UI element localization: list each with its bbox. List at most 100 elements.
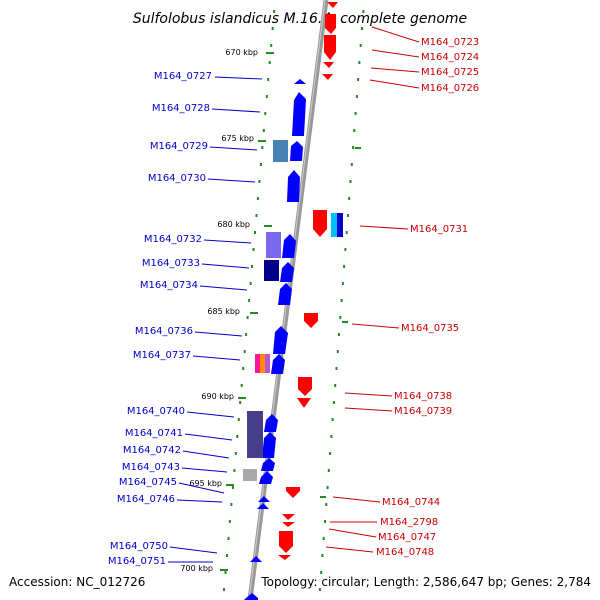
track-dot [322, 537, 325, 540]
gene-arrow-m164-0725[interactable] [323, 62, 334, 68]
gene-label-m164-0732[interactable]: M164_0732 [144, 234, 202, 245]
gene-label-m164-0750[interactable]: M164_0750 [110, 541, 168, 552]
gene-label-m164-0747[interactable]: M164_0747 [378, 532, 436, 543]
gene-arrow-m164-0733[interactable] [280, 262, 294, 282]
track-dot [325, 503, 328, 506]
gene-label-m164-0745[interactable]: M164_0745 [119, 477, 177, 488]
feature-block[interactable] [260, 354, 265, 373]
feature-block[interactable] [255, 354, 260, 373]
accession-text: Accession: NC_012726 [9, 575, 145, 589]
track-dot [345, 231, 348, 234]
gene-label-m164-0730[interactable]: M164_0730 [148, 173, 206, 184]
gene-label-m164-2798[interactable]: M164_2798 [380, 517, 438, 528]
gene-label-m164-0729[interactable]: M164_0729 [150, 141, 208, 152]
gene-arrow-m164-0745[interactable] [258, 496, 270, 502]
gene-label-m164-0725[interactable]: M164_0725 [421, 67, 479, 78]
gene-label-m164-0728[interactable]: M164_0728 [152, 103, 210, 114]
leader-line [369, 79, 420, 89]
gene-label-m164-0738[interactable]: M164_0738 [394, 391, 452, 402]
gene-label-m164-0741[interactable]: M164_0741 [125, 428, 183, 439]
gene-arrow-m164-0747[interactable] [282, 522, 295, 527]
track-dot [259, 163, 262, 166]
track-dot [240, 384, 243, 387]
feature-block[interactable] [264, 260, 279, 281]
gene-arrow-m164-0737[interactable] [271, 354, 285, 374]
forward-genes [244, 79, 306, 600]
track-dot [336, 350, 339, 353]
feature-block[interactable] [265, 354, 270, 373]
gene-label-m164-0727[interactable]: M164_0727 [154, 71, 212, 82]
track-dot [324, 520, 326, 523]
gene-label-m164-0743[interactable]: M164_0743 [122, 462, 180, 473]
gene-arrow-m164-0730[interactable] [287, 170, 300, 202]
gene-arrow-m164-0741[interactable] [262, 432, 276, 458]
feature-block[interactable] [331, 213, 337, 237]
gene-arrow-m164-0723[interactable] [325, 14, 336, 34]
leader-line [192, 355, 241, 361]
gene-label-m164-0739[interactable]: M164_0739 [394, 406, 452, 417]
gene-arrow-m164-0743[interactable] [259, 471, 273, 484]
gene-arrow-m164-0739[interactable] [297, 398, 311, 408]
feature-block[interactable] [266, 232, 281, 258]
gene-arrow-m164-0732[interactable] [282, 234, 296, 258]
gene-arrow-m164-0750[interactable] [250, 556, 262, 562]
feature-block[interactable] [337, 213, 343, 237]
leader-line [328, 528, 377, 538]
gene-arrow-m164-0724[interactable] [324, 35, 336, 60]
track-dot [353, 129, 356, 132]
track-dot [332, 401, 335, 404]
gene-label-m164-0751[interactable]: M164_0751 [108, 556, 166, 567]
feature-block[interactable] [247, 411, 263, 458]
gene-label-m164-0723[interactable]: M164_0723 [421, 37, 479, 48]
gene-arrow-m164-0740[interactable] [264, 414, 278, 432]
gene-arrow-m164-0734[interactable] [278, 283, 292, 305]
gene-label-m164-0726[interactable]: M164_0726 [421, 83, 479, 94]
gene-arrow-m164-0751[interactable] [244, 593, 258, 600]
gene-arrow-m164-0746[interactable] [257, 503, 269, 509]
track-dot [331, 418, 334, 421]
right-ticks [320, 147, 361, 498]
gene-label-m164-0735[interactable]: M164_0735 [401, 323, 459, 334]
gene-arrow-m164-0744[interactable] [286, 487, 300, 498]
gene-label-m164-0734[interactable]: M164_0734 [140, 280, 198, 291]
gene-label-m164-0724[interactable]: M164_0724 [421, 52, 479, 63]
track-dot [357, 78, 360, 81]
track-dot [339, 316, 342, 319]
track-dot [224, 571, 227, 574]
gene-arrow-m164-0736[interactable] [273, 326, 288, 354]
gene-arrow-m164-0729[interactable] [290, 141, 303, 161]
track-dot [249, 282, 252, 285]
gene-label-m164-0733[interactable]: M164_0733 [142, 258, 200, 269]
scale-tick-label: 675 kbp [221, 134, 254, 143]
track-dot [350, 163, 353, 166]
gene-arrow-m164-0728[interactable] [292, 92, 306, 136]
feature-blocks [243, 140, 343, 481]
gene-arrow-m164-0723-top[interactable] [327, 2, 338, 8]
gene-label-m164-0746[interactable]: M164_0746 [117, 494, 175, 505]
gene-arrow-m164-0731[interactable] [313, 210, 327, 237]
gene-arrow-m164-0748[interactable] [279, 531, 293, 553]
gene-label-m164-0737[interactable]: M164_0737 [133, 350, 191, 361]
gene-arrow-m164-0726[interactable] [322, 74, 333, 80]
gene-arrow-m164-0735[interactable] [304, 313, 318, 328]
leader-line [211, 108, 261, 113]
gene-label-m164-0744[interactable]: M164_0744 [382, 497, 440, 508]
feature-block[interactable] [243, 469, 257, 481]
gene-label-m164-0742[interactable]: M164_0742 [123, 445, 181, 456]
leader-line [186, 411, 235, 418]
gene-label-m164-0731[interactable]: M164_0731 [410, 224, 468, 235]
gene-label-m164-0740[interactable]: M164_0740 [127, 406, 185, 417]
leader-line [199, 285, 248, 291]
gene-label-m164-0748[interactable]: M164_0748 [376, 547, 434, 558]
gene-arrow-m164-0748-small[interactable] [278, 555, 291, 560]
gene-arrow-m164-0738[interactable] [298, 377, 312, 396]
gene-arrow-m164-2798[interactable] [282, 514, 295, 520]
feature-block[interactable] [273, 140, 288, 162]
track-dot [327, 469, 330, 472]
gene-label-m164-0736[interactable]: M164_0736 [135, 326, 193, 337]
gene-arrow-m164-0742[interactable] [261, 458, 275, 471]
track-dot [349, 180, 352, 183]
gene-arrow-m164-0727[interactable] [294, 79, 306, 84]
scale-tick-label: 700 kbp [180, 564, 213, 573]
